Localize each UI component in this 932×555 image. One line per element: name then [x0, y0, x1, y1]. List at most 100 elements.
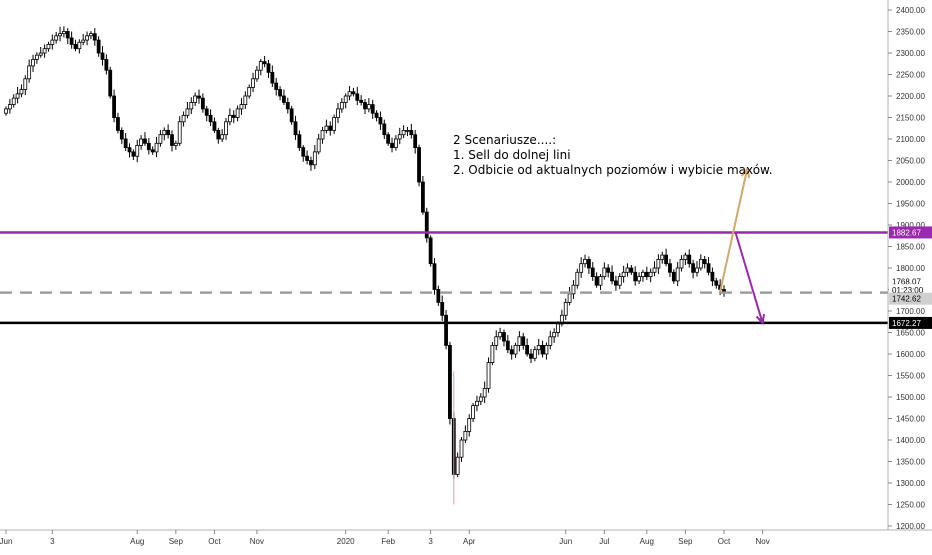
- candle-body: [100, 52, 105, 60]
- candle-body: [571, 284, 576, 295]
- candle-body: [62, 31, 66, 35]
- candle-body: [143, 138, 147, 144]
- candle-body: [532, 349, 537, 359]
- candle-body: [617, 276, 622, 286]
- candle-body: [216, 129, 221, 140]
- candle-body: [598, 276, 603, 286]
- candle-body: [652, 267, 657, 273]
- candle-body: [687, 254, 692, 265]
- candle-body: [19, 89, 24, 95]
- candle-body: [65, 31, 70, 39]
- candle-body: [185, 108, 190, 116]
- candle-body: [710, 271, 715, 282]
- candle-body: [347, 91, 352, 97]
- candle-body: [459, 439, 464, 458]
- candle-body: [108, 69, 113, 97]
- candle-body: [50, 39, 55, 45]
- candle-body: [675, 267, 680, 282]
- candle-body: [212, 121, 217, 131]
- time-tick-label: Jul: [599, 537, 609, 546]
- candle-body: [197, 95, 201, 99]
- candle-body: [4, 108, 8, 114]
- candle-body: [540, 344, 545, 355]
- candle-body: [548, 336, 553, 346]
- candle-body: [583, 258, 587, 265]
- time-tick-label: Feb: [381, 537, 395, 546]
- candle-body: [668, 263, 672, 273]
- candle-body: [386, 134, 391, 144]
- candle-body: [34, 54, 39, 60]
- candle-body: [189, 102, 194, 110]
- candle-body: [96, 39, 101, 54]
- candle-body: [243, 95, 248, 106]
- candle-body: [521, 336, 526, 346]
- price-tick-label: 2400.00: [896, 6, 925, 15]
- time-tick-label: Oct: [718, 537, 731, 546]
- last-price-label: 1768.07: [892, 278, 921, 287]
- candle-body: [702, 258, 707, 265]
- candle-body: [193, 95, 198, 103]
- time-tick-label: 3: [428, 537, 433, 546]
- candle-body: [158, 134, 163, 144]
- candle-body: [428, 237, 433, 265]
- candle-body: [436, 289, 441, 303]
- candle-body: [27, 65, 32, 80]
- candle-body: [204, 108, 209, 116]
- candle-body: [146, 142, 151, 151]
- horizontal-lines-layer: [0, 231, 888, 325]
- candle-body: [475, 400, 479, 406]
- candle-body: [498, 332, 503, 338]
- candle-body: [586, 258, 591, 269]
- candle-body: [316, 138, 321, 153]
- candle-body: [695, 267, 699, 273]
- candle-body: [274, 82, 279, 90]
- candle-body: [563, 301, 568, 316]
- candle-body: [328, 125, 333, 131]
- time-tick-label: 2020: [337, 537, 355, 546]
- price-tick-label: 2000.00: [896, 178, 925, 187]
- candle-body: [154, 142, 159, 153]
- candle-body: [629, 267, 634, 273]
- candle-body: [370, 104, 375, 114]
- candle-body: [200, 97, 205, 110]
- support-price-label-bg: [889, 316, 932, 329]
- candle-body: [239, 104, 244, 110]
- scenario-arrows-layer: [719, 166, 766, 326]
- candle-body: [343, 95, 348, 103]
- candle-body: [85, 35, 89, 41]
- candle-body: [351, 91, 356, 95]
- time-tick-label: Jun: [0, 537, 12, 546]
- candle-body: [467, 418, 472, 432]
- price-tick-label: 2250.00: [896, 71, 925, 80]
- candle-body: [482, 387, 487, 398]
- candle-body: [363, 102, 367, 110]
- candle-body: [220, 134, 225, 140]
- candle-body: [208, 114, 213, 123]
- annotation-line-3: 2. Odbicie od aktualnych poziomów i wybi…: [453, 163, 773, 177]
- candle-body: [235, 108, 240, 118]
- price-tick-label: 1300.00: [896, 479, 925, 488]
- price-tick-label: 1800.00: [896, 264, 925, 273]
- candle-body: [116, 117, 120, 131]
- breakout-arrow-head: [740, 166, 751, 179]
- candle-body: [610, 271, 614, 282]
- candle-body: [31, 59, 35, 67]
- candle-body: [401, 129, 406, 136]
- candle-body: [424, 211, 429, 239]
- time-tick-label: Sep: [678, 537, 693, 546]
- annotation-line-1: 2 Scenariusze....:: [453, 133, 557, 147]
- candle-body: [89, 33, 93, 37]
- candle-body: [77, 41, 82, 50]
- candle-body: [513, 344, 518, 355]
- countdown-label: 01:23:00: [892, 286, 924, 295]
- time-axis: Jun 3 Aug Sep Oct Nov 2020 Feb 3 Apr Jun Jul Aug Sep O…: [0, 530, 770, 546]
- candle-body: [282, 95, 286, 103]
- price-tick-label: 2300.00: [896, 49, 925, 58]
- candle-body: [671, 271, 676, 282]
- candle-body: [11, 97, 16, 106]
- candle-body: [301, 147, 306, 157]
- candle-body: [270, 71, 275, 84]
- candle-body: [42, 48, 47, 54]
